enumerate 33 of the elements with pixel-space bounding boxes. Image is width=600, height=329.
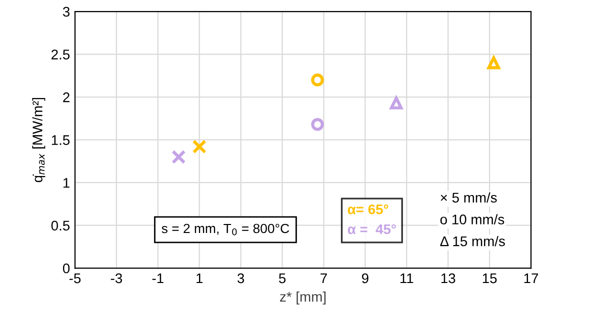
y-tick-label: 1.5 xyxy=(52,135,70,145)
text: α= 65° xyxy=(348,204,388,214)
y-tick-label: 2 xyxy=(63,92,70,102)
x-tick-label: 15 xyxy=(482,274,497,284)
annotation: o 10 mm/s xyxy=(440,214,504,224)
point xyxy=(390,96,403,110)
x-tick-label: 3 xyxy=(237,273,244,284)
point xyxy=(311,118,324,131)
annotation: × 5 mm/s xyxy=(440,192,497,203)
x-tick-label: -5 xyxy=(69,274,81,284)
point xyxy=(311,74,324,86)
x-tick-label: 5 xyxy=(278,274,286,284)
y-tick-label: 1 xyxy=(63,178,70,188)
text: α = 45° xyxy=(348,224,396,234)
y-tick-label: 0 xyxy=(62,263,70,274)
x-tick-label: 13 xyxy=(441,273,456,284)
x-tick-label: 7 xyxy=(320,274,327,284)
point xyxy=(487,56,500,70)
y-tick-label: 2.5 xyxy=(52,50,70,60)
point xyxy=(192,140,206,154)
y-axis-title: q̇$_{max}$ [MW/m²] xyxy=(32,98,46,182)
annotation: s = 2 mm, T$_{0}$ = 800°C xyxy=(162,224,290,236)
annotation: Δ 15 mm/s xyxy=(440,236,505,246)
x-tick-label: 11 xyxy=(400,274,414,284)
point xyxy=(172,150,186,164)
x-axis-title: z* [mm] xyxy=(280,292,326,304)
x-tick-label: -3 xyxy=(110,273,122,284)
y-tick-label: 0.5 xyxy=(51,220,70,231)
y-tick-label: 3 xyxy=(62,6,70,17)
x-tick-label: 9 xyxy=(362,273,368,284)
x-tick-label: -1 xyxy=(152,274,164,284)
x-tick-label: 17 xyxy=(524,274,538,284)
x-tick-label: 1 xyxy=(196,274,203,284)
